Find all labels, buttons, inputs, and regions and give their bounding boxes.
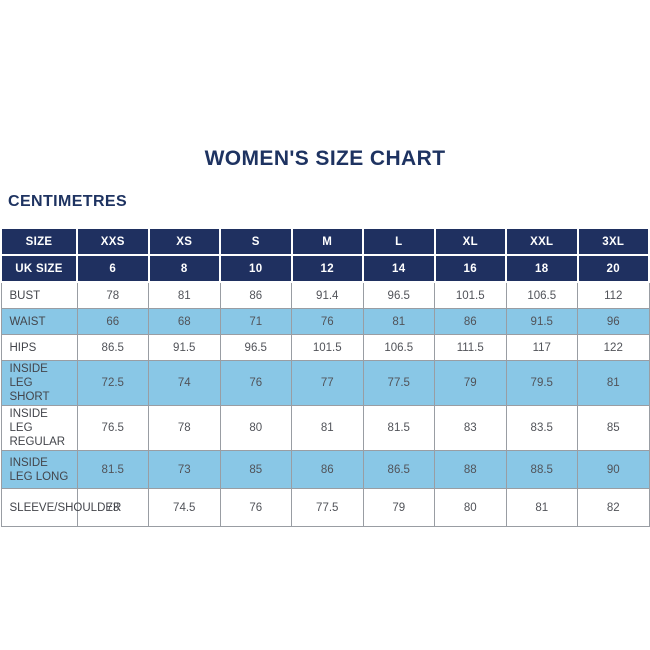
uk-size-cell: 8 [147, 254, 221, 283]
uk-size-cell: 12 [290, 254, 364, 283]
value-cell: 76.5 [76, 405, 149, 451]
uk-size-cell: 16 [433, 254, 507, 283]
value-cell: 68 [148, 308, 221, 335]
size-header-label: SIZE [0, 227, 78, 256]
uk-size-cell: 18 [505, 254, 579, 283]
value-cell: 83.5 [505, 405, 578, 451]
value-cell: 86 [434, 308, 507, 335]
inside-leg-short-row: INSIDE LEG SHORT 72.5 74 76 77 77.5 79 7… [0, 360, 650, 406]
header-cell-s: S [219, 227, 293, 256]
table-header: SIZE XXS XS S M L XL XXL 3XL UK SIZE 6 8… [0, 227, 650, 283]
value-cell: 80 [219, 405, 292, 451]
value-cell: 91.5 [148, 334, 221, 361]
row-label-waist: WAIST [0, 308, 78, 335]
value-cell: 90 [577, 450, 650, 489]
uk-size-cell: 14 [362, 254, 436, 283]
value-cell: 76 [291, 308, 364, 335]
inside-leg-regular-row: INSIDE LEG REGULAR 76.5 78 80 81 81.5 83… [0, 405, 650, 451]
sleeve-shoulder-row: SLEEVE/SHOULDER 73 74.5 76 77.5 79 80 81… [0, 488, 650, 527]
bust-row: BUST 78 81 86 91.4 96.5 101.5 106.5 112 [0, 281, 650, 309]
value-cell: 96.5 [362, 281, 435, 309]
header-cell-xxl: XXL [505, 227, 579, 256]
header-cell-m: M [290, 227, 364, 256]
value-cell: 73 [76, 488, 149, 527]
value-cell: 81 [362, 308, 435, 335]
value-cell: 106.5 [505, 281, 578, 309]
value-cell: 77 [291, 360, 364, 406]
value-cell: 81.5 [362, 405, 435, 451]
unit-label: CENTIMETRES [8, 193, 128, 210]
value-cell: 88 [434, 450, 507, 489]
value-cell: 81 [148, 281, 221, 309]
value-cell: 86.5 [76, 334, 149, 361]
value-cell: 83 [434, 405, 507, 451]
size-header-row: SIZE XXS XS S M L XL XXL 3XL [0, 227, 650, 256]
page-title: WOMEN'S SIZE CHART [204, 147, 446, 170]
value-cell: 77.5 [291, 488, 364, 527]
value-cell: 77.5 [362, 360, 435, 406]
uk-size-header-row: UK SIZE 6 8 10 12 14 16 18 20 [0, 254, 650, 283]
value-cell: 101.5 [434, 281, 507, 309]
value-cell: 74 [148, 360, 221, 406]
value-cell: 86 [219, 281, 292, 309]
value-cell: 82 [577, 488, 650, 527]
hips-row: HIPS 86.5 91.5 96.5 101.5 106.5 111.5 11… [0, 334, 650, 361]
header-cell-xl: XL [433, 227, 507, 256]
value-cell: 122 [577, 334, 650, 361]
value-cell: 112 [577, 281, 650, 309]
size-chart-table: SIZE XXS XS S M L XL XXL 3XL UK SIZE 6 8… [0, 227, 650, 527]
value-cell: 91.5 [505, 308, 578, 335]
value-cell: 85 [219, 450, 292, 489]
value-cell: 76 [219, 360, 292, 406]
value-cell: 101.5 [291, 334, 364, 361]
value-cell: 72.5 [76, 360, 149, 406]
value-cell: 106.5 [362, 334, 435, 361]
value-cell: 76 [219, 488, 292, 527]
row-label-inside-leg-short: INSIDE LEG SHORT [0, 360, 78, 406]
uk-size-cell: 20 [576, 254, 650, 283]
row-label-inside-leg-regular: INSIDE LEG REGULAR [0, 405, 78, 451]
value-cell: 80 [434, 488, 507, 527]
row-label-bust: BUST [0, 281, 78, 309]
table-body: BUST 78 81 86 91.4 96.5 101.5 106.5 112 … [0, 281, 650, 527]
value-cell: 79 [362, 488, 435, 527]
header-cell-xs: XS [147, 227, 221, 256]
value-cell: 88.5 [505, 450, 578, 489]
value-cell: 81.5 [76, 450, 149, 489]
value-cell: 81 [505, 488, 578, 527]
value-cell: 111.5 [434, 334, 507, 361]
value-cell: 117 [505, 334, 578, 361]
value-cell: 71 [219, 308, 292, 335]
value-cell: 85 [577, 405, 650, 451]
value-cell: 86.5 [362, 450, 435, 489]
header-cell-3xl: 3XL [576, 227, 650, 256]
value-cell: 91.4 [291, 281, 364, 309]
value-cell: 96.5 [219, 334, 292, 361]
value-cell: 96 [577, 308, 650, 335]
value-cell: 66 [76, 308, 149, 335]
row-label-hips: HIPS [0, 334, 78, 361]
header-cell-xxs: XXS [76, 227, 150, 256]
header-cell-l: L [362, 227, 436, 256]
inside-leg-long-row: INSIDE LEG LONG 81.5 73 85 86 86.5 88 88… [0, 450, 650, 489]
uk-size-cell: 10 [219, 254, 293, 283]
value-cell: 73 [148, 450, 221, 489]
uk-size-cell: 6 [76, 254, 150, 283]
waist-row: WAIST 66 68 71 76 81 86 91.5 96 [0, 308, 650, 335]
value-cell: 81 [291, 405, 364, 451]
uk-size-header-label: UK SIZE [0, 254, 78, 283]
value-cell: 78 [148, 405, 221, 451]
value-cell: 86 [291, 450, 364, 489]
row-label-inside-leg-long: INSIDE LEG LONG [0, 450, 78, 489]
value-cell: 74.5 [148, 488, 221, 527]
value-cell: 79.5 [505, 360, 578, 406]
value-cell: 79 [434, 360, 507, 406]
value-cell: 78 [76, 281, 149, 309]
value-cell: 81 [577, 360, 650, 406]
row-label-sleeve-shoulder: SLEEVE/SHOULDER [0, 488, 121, 527]
